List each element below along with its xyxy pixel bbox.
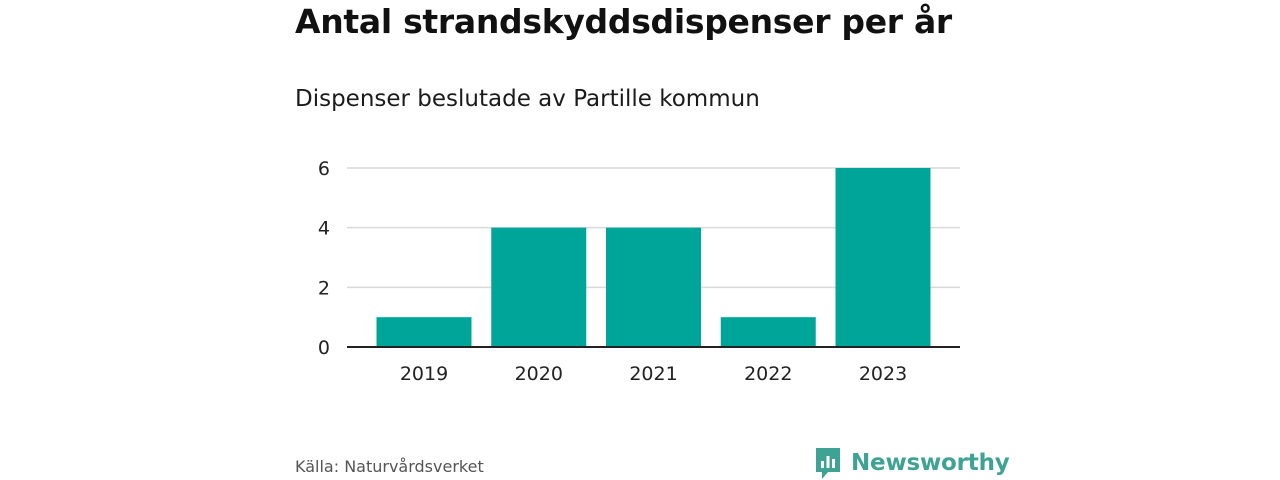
bar-2022	[720, 317, 816, 347]
bar-2020	[491, 227, 587, 347]
y-tick-label: 4	[318, 218, 330, 240]
bar-2019	[376, 317, 472, 347]
source-note: Källa: Naturvårdsverket	[295, 457, 484, 476]
chart-subtitle: Dispenser beslutade av Partille kommun	[295, 86, 760, 112]
x-tick-label: 2022	[744, 363, 792, 385]
bar-2021	[606, 227, 701, 347]
newsworthy-logo: Newsworthy	[814, 446, 1010, 480]
bar-2023	[835, 168, 931, 347]
newsworthy-logo-icon	[816, 448, 840, 479]
chart-title: Antal strandskyddsdispenser per år	[295, 2, 952, 41]
x-tick-label: 2021	[629, 363, 677, 385]
x-tick-label: 2019	[400, 363, 448, 385]
y-tick-label: 2	[318, 277, 330, 299]
y-tick-label: 6	[318, 158, 330, 180]
newsworthy-logo-text: Newsworthy	[851, 450, 1010, 476]
y-tick-label: 0	[318, 337, 330, 359]
x-tick-label: 2023	[859, 363, 907, 385]
x-tick-label: 2020	[515, 363, 563, 385]
